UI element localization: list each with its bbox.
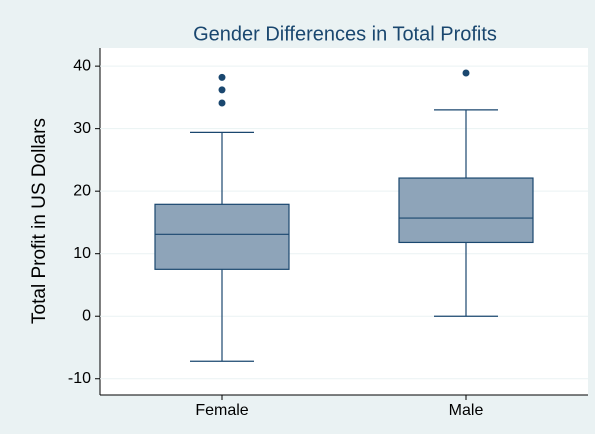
y-tick-label: -10 xyxy=(68,370,91,387)
box xyxy=(154,203,290,270)
y-tick-label: 20 xyxy=(73,182,91,199)
outlier xyxy=(218,73,226,81)
y-tick-label: 10 xyxy=(73,245,91,262)
x-tick-label: Female xyxy=(195,402,248,419)
outlier xyxy=(462,69,470,77)
y-tick-label: 40 xyxy=(73,57,91,74)
outlier xyxy=(218,86,226,94)
y-tick-label: 0 xyxy=(82,307,91,324)
x-tick-label: Male xyxy=(449,402,484,419)
box xyxy=(398,177,534,244)
outlier xyxy=(218,99,226,107)
y-tick-label: 30 xyxy=(73,120,91,137)
chart-title: Gender Differences in Total Profits xyxy=(193,23,497,45)
y-axis-title: Total Profit in US Dollars xyxy=(29,118,50,324)
